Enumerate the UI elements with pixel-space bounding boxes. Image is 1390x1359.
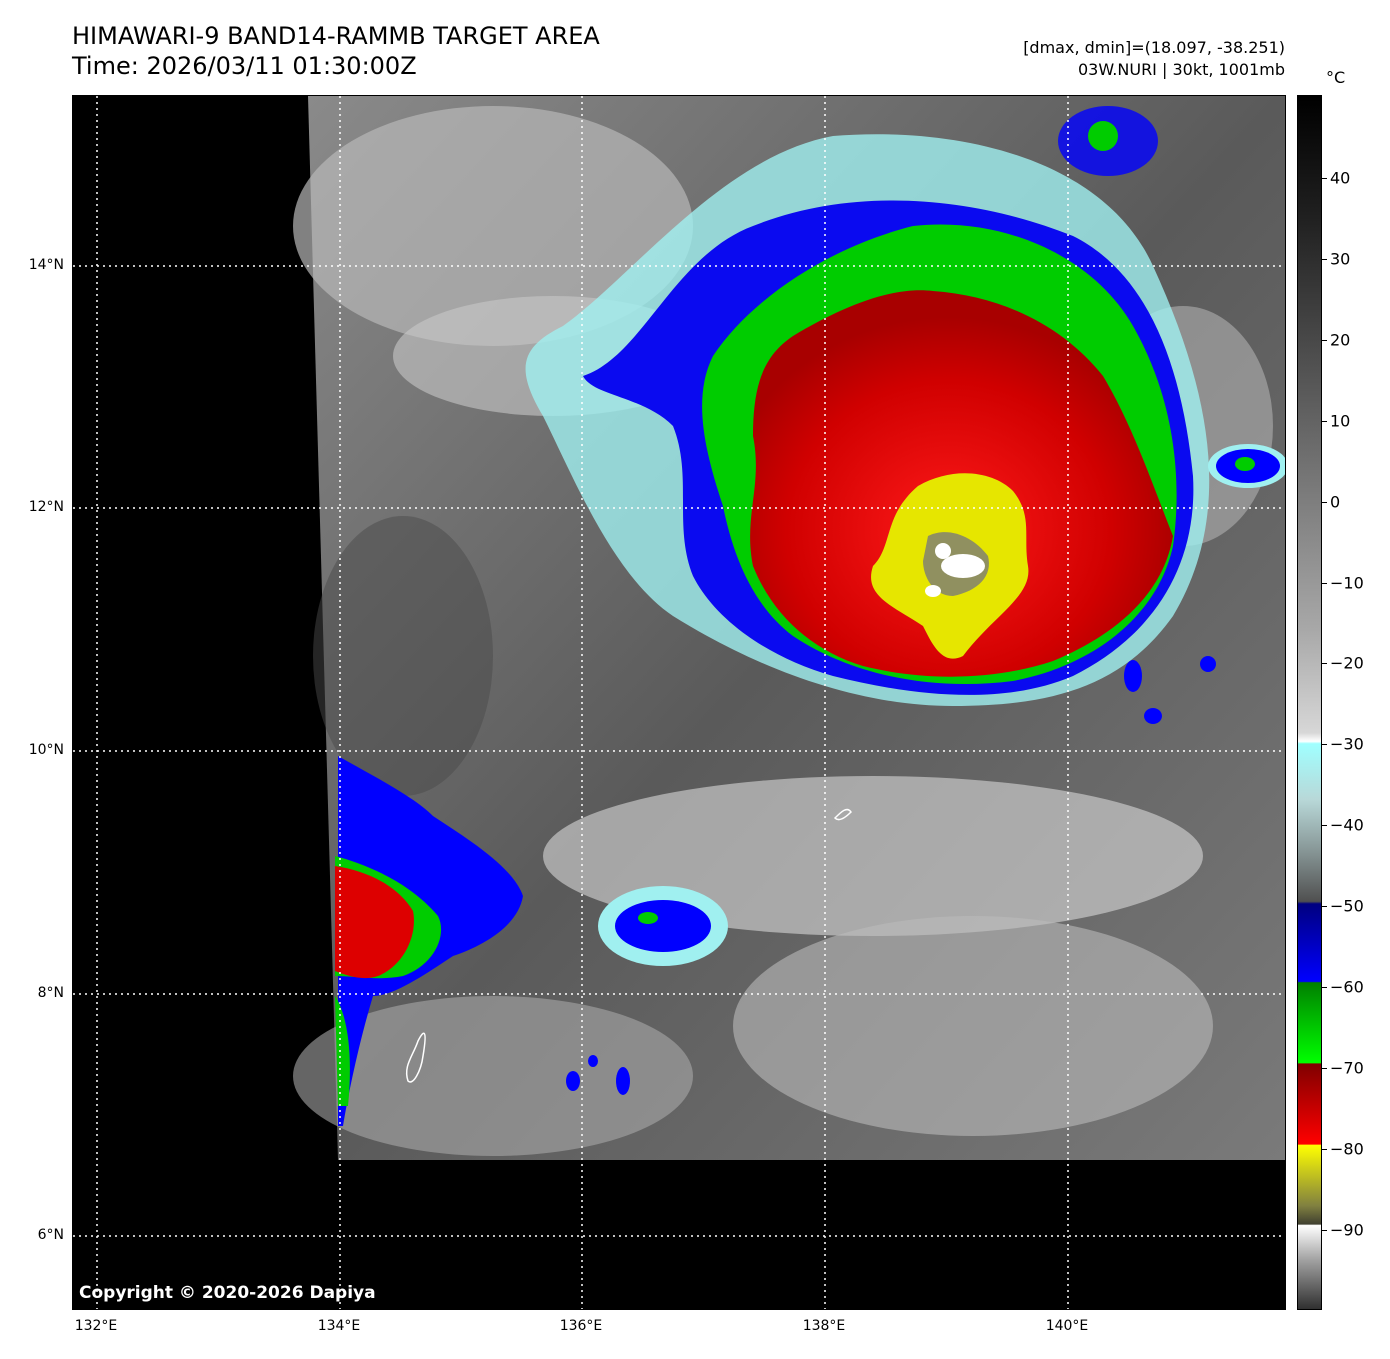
coastline <box>406 1032 426 1083</box>
colorbar-tick <box>1322 501 1327 503</box>
colorbar-tick-label: −10 <box>1330 573 1364 592</box>
colorbar-tick-label: −50 <box>1330 896 1364 916</box>
colorbar-tick <box>1322 1229 1327 1231</box>
left-storm-red <box>335 866 414 979</box>
colorbar-tick <box>1322 663 1327 665</box>
colorbar-tick <box>1322 1067 1327 1069</box>
colorbar-tick-label: −90 <box>1330 1220 1364 1240</box>
colorbar-tick-label: −70 <box>1330 1058 1364 1078</box>
colorbar-tick-label: 30 <box>1330 249 1351 269</box>
colorbar-tick <box>1322 420 1327 422</box>
colorbar-tick <box>1322 906 1327 908</box>
colorbar-tick-label: −60 <box>1330 977 1364 997</box>
lon-label-132e: 132°E <box>74 1318 118 1334</box>
satellite-map: Copyright © 2020-2026 Dapiya <box>72 95 1286 1310</box>
graticule <box>73 96 1285 1309</box>
data-range-text: [dmax, dmin]=(18.097, -38.251) <box>1023 38 1285 57</box>
lat-label-6n: 6°N <box>37 1227 64 1243</box>
colorbar-tick <box>1322 582 1327 584</box>
colorbar-tick-label: 10 <box>1330 411 1351 431</box>
colorbar-tick-label: −40 <box>1330 815 1364 835</box>
colorbar-tick <box>1322 1148 1327 1150</box>
storm-info-text: 03W.NURI | 30kt, 1001mb <box>1077 60 1285 79</box>
colorbar-unit: °C <box>1326 68 1346 87</box>
colorbar-tick-label: 0 <box>1330 492 1341 512</box>
colorbar-tick <box>1322 339 1327 341</box>
colorbar-tick <box>1322 825 1327 827</box>
copyright-notice: Copyright © 2020-2026 Dapiya <box>79 1283 376 1303</box>
image-timestamp: Time: 2026/03/11 01:30:00Z <box>72 52 417 80</box>
colorbar-tick-label: 20 <box>1330 330 1351 350</box>
lat-label-10n: 10°N <box>28 742 64 758</box>
lon-label-134e: 134°E <box>317 1318 361 1334</box>
lat-label-8n: 8°N <box>37 985 64 1001</box>
lon-label-140e: 140°E <box>1045 1318 1089 1334</box>
lat-label-12n: 12°N <box>28 499 64 515</box>
colorbar-tick-label: −20 <box>1330 653 1364 673</box>
colorbar-tick <box>1322 258 1327 260</box>
colorbar-tick-label: 40 <box>1330 168 1351 188</box>
colorbar <box>1297 95 1322 1310</box>
colorbar-tick-label: −30 <box>1330 734 1364 754</box>
colorbar-tick <box>1322 744 1327 746</box>
colorbar-tick <box>1322 987 1327 988</box>
lon-label-136e: 136°E <box>559 1318 603 1334</box>
lon-label-138e: 138°E <box>802 1318 846 1334</box>
colorbar-tick-label: −80 <box>1330 1139 1364 1159</box>
image-title: HIMAWARI-9 BAND14-RAMMB TARGET AREA <box>72 22 600 50</box>
satellite-imagery <box>73 96 1285 1309</box>
lat-label-14n: 14°N <box>28 257 64 273</box>
colorbar-tick <box>1322 178 1327 179</box>
